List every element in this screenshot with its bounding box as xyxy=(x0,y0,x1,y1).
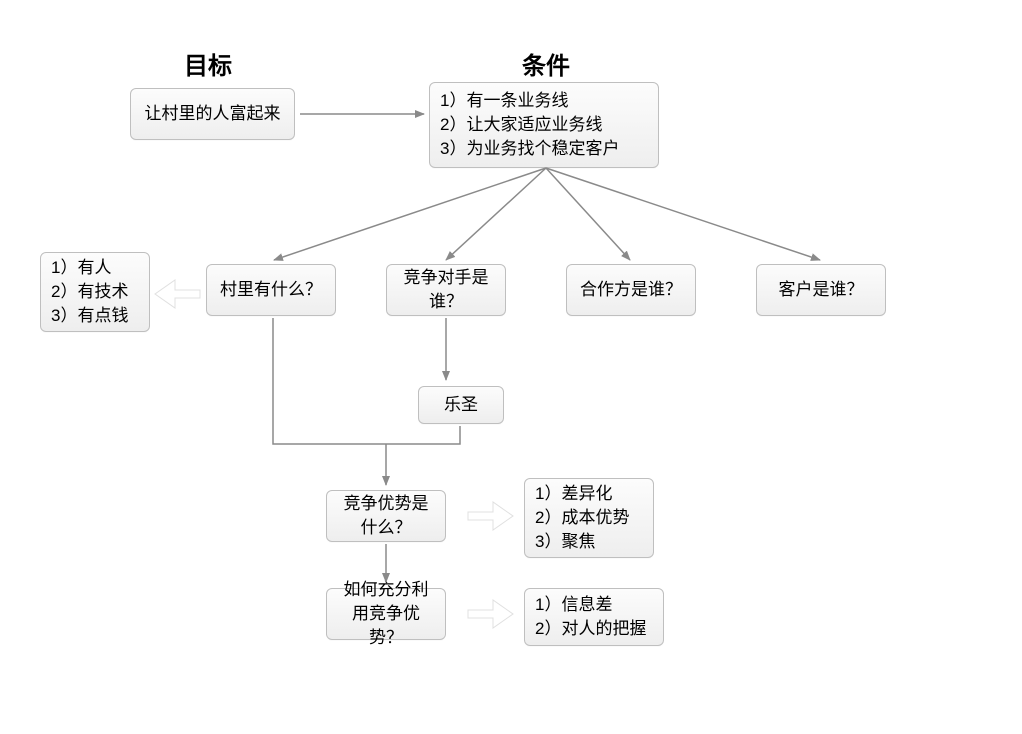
node-advantage-list: 1）差异化2）成本优势3）聚焦 xyxy=(524,478,654,558)
node-question-village: 村里有什么？ xyxy=(206,264,336,316)
node-goal: 让村里的人富起来 xyxy=(130,88,295,140)
edge xyxy=(546,168,820,260)
edge xyxy=(274,168,546,260)
node-answer-competitor: 乐圣 xyxy=(418,386,504,424)
node-question-how: 如何充分利用竞争优势？ xyxy=(326,588,446,640)
edge xyxy=(546,168,630,260)
node-conditions: 1）有一条业务线2）让大家适应业务线3）为业务找个稳定客户 xyxy=(429,82,659,168)
edge xyxy=(468,502,513,530)
heading-goal: 目标 xyxy=(184,46,232,81)
heading-condition: 条件 xyxy=(522,46,570,81)
node-resources-list: 1）有人2）有技术3）有点钱 xyxy=(40,252,150,332)
edge xyxy=(468,600,513,628)
node-question-advantage: 竞争优势是什么？ xyxy=(326,490,446,542)
node-question-partner: 合作方是谁？ xyxy=(566,264,696,316)
node-question-customer: 客户是谁？ xyxy=(756,264,886,316)
node-how-list: 1）信息差2）对人的把握 xyxy=(524,588,664,646)
node-question-competitor: 竞争对手是谁？ xyxy=(386,264,506,316)
edge xyxy=(155,280,200,308)
edge xyxy=(446,168,546,260)
